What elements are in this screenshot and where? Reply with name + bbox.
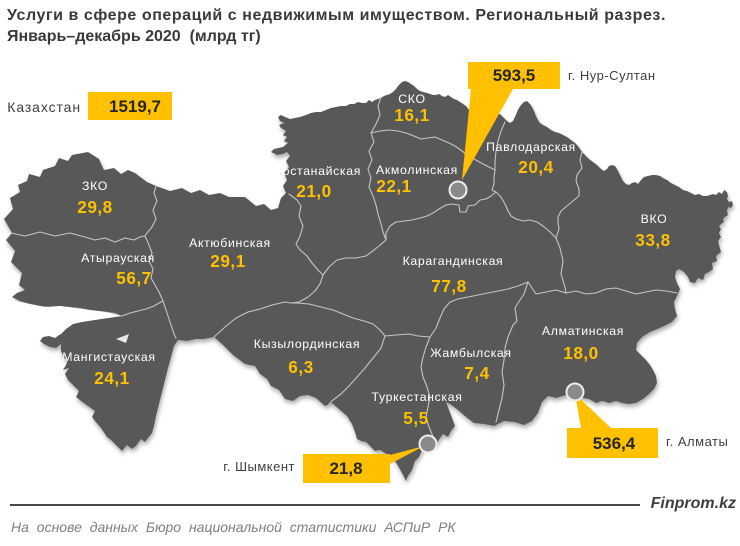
svg-text:Жамбылская: Жамбылская (430, 346, 512, 360)
svg-text:ЗКО: ЗКО (82, 179, 108, 193)
svg-text:СКО: СКО (398, 92, 425, 106)
svg-text:24,1: 24,1 (94, 368, 129, 388)
svg-text:Павлодарская: Павлодарская (486, 140, 576, 154)
svg-text:Кызылординская: Кызылординская (254, 337, 360, 351)
svg-text:г. Алматы: г. Алматы (666, 434, 728, 449)
svg-text:Атырауская: Атырауская (81, 251, 155, 265)
svg-text:г. Нур-Султан: г. Нур-Султан (568, 68, 656, 83)
svg-text:20,4: 20,4 (518, 157, 553, 177)
svg-text:5,5: 5,5 (403, 408, 428, 428)
svg-text:Туркестанская: Туркестанская (371, 390, 462, 404)
svg-text:33,8: 33,8 (635, 230, 670, 250)
svg-text:7,4: 7,4 (464, 363, 489, 383)
svg-text:56,7: 56,7 (116, 268, 151, 288)
svg-text:593,5: 593,5 (493, 66, 536, 85)
svg-text:1519,7: 1519,7 (109, 97, 161, 116)
svg-text:Мангистауская: Мангистауская (62, 350, 155, 364)
svg-text:22,1: 22,1 (376, 176, 411, 196)
svg-text:21,8: 21,8 (329, 459, 362, 478)
svg-text:Акмолинская: Акмолинская (376, 163, 458, 177)
svg-text:г. Шымкент: г. Шымкент (223, 459, 295, 474)
svg-text:29,8: 29,8 (77, 197, 112, 217)
svg-text:Казахстан: Казахстан (7, 99, 81, 115)
svg-text:77,8: 77,8 (431, 276, 466, 296)
svg-text:Актюбинская: Актюбинская (189, 236, 271, 250)
svg-text:536,4: 536,4 (593, 434, 636, 453)
svg-text:21,0: 21,0 (296, 181, 331, 201)
svg-text:16,1: 16,1 (394, 105, 429, 125)
svg-text:Костанайская: Костанайская (275, 164, 361, 178)
svg-text:ВКО: ВКО (641, 212, 668, 226)
svg-text:18,0: 18,0 (563, 343, 598, 363)
svg-text:Алматинская: Алматинская (542, 324, 624, 338)
svg-text:6,3: 6,3 (288, 357, 313, 377)
svg-text:29,1: 29,1 (210, 251, 245, 271)
svg-text:Карагандинская: Карагандинская (403, 254, 504, 268)
